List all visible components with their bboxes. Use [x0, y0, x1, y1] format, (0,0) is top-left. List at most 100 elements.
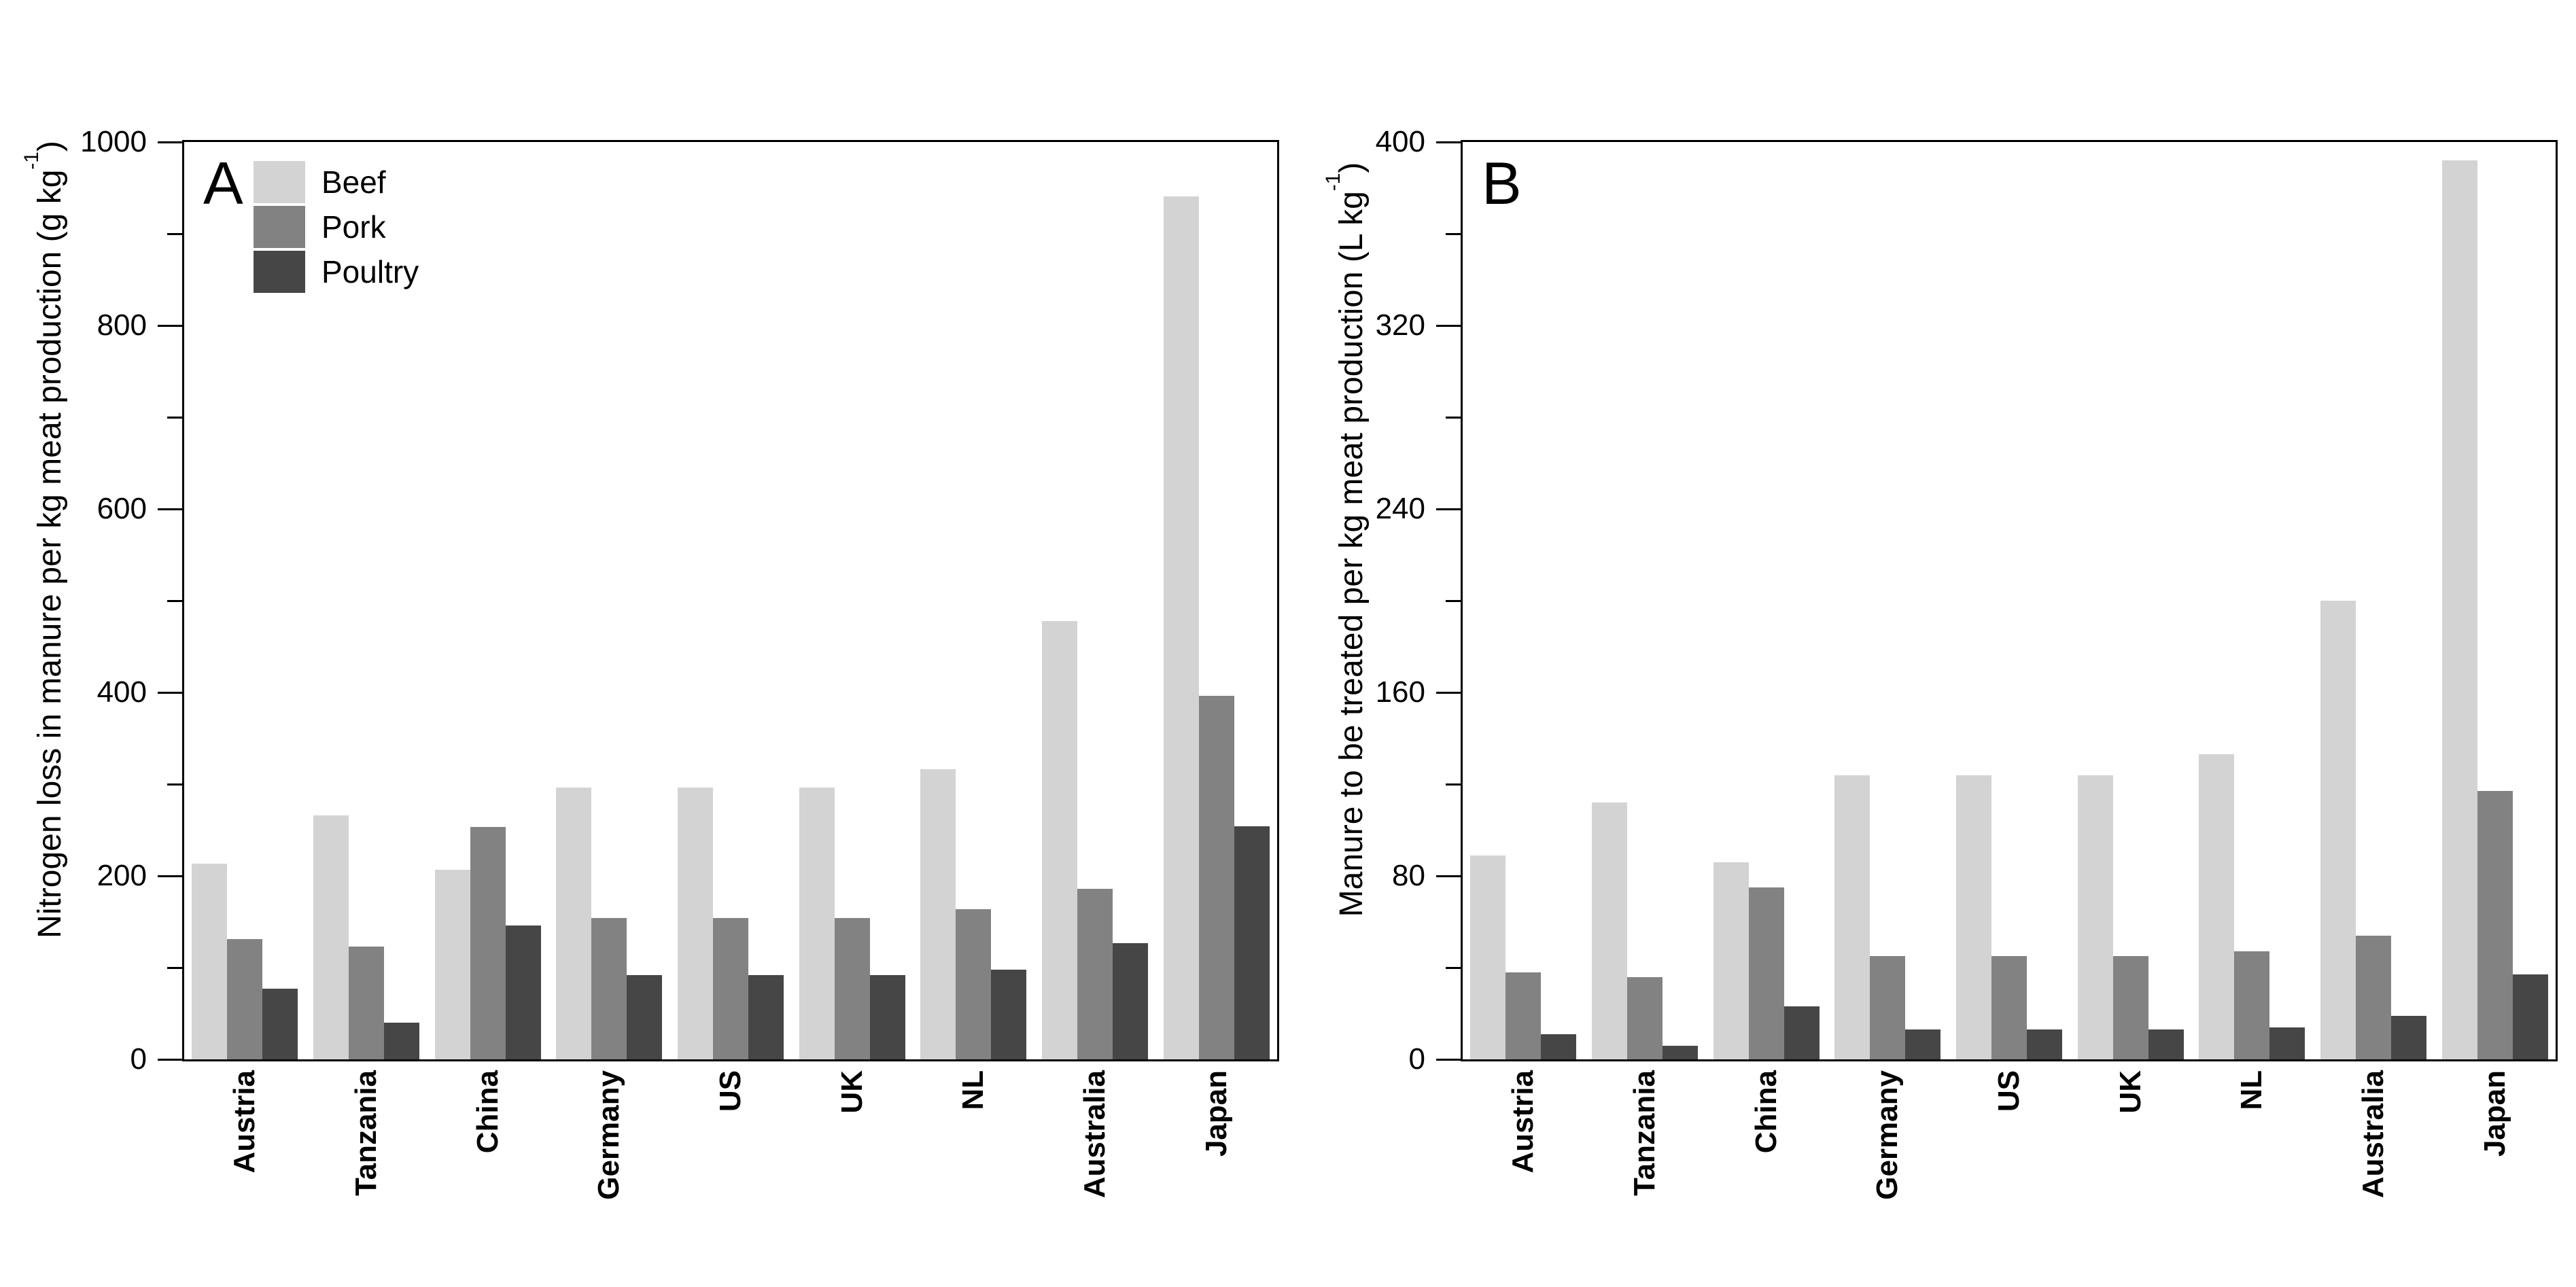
bar-japan-pork [1198, 696, 1234, 1059]
bar-group-austria [184, 142, 306, 1059]
y-tick-label: 80 [1392, 859, 1425, 892]
bar-group-nl [913, 142, 1034, 1059]
bar-uk-poultry [2148, 1029, 2184, 1059]
x-label-cell: Australia [1034, 1070, 1156, 1200]
bar-japan-beef [2441, 160, 2477, 1059]
panel-a-plot: Nitrogen loss in manure per kg meat prod… [20, 125, 1279, 1200]
x-tick-label-tanzania: Tanzania [1628, 1070, 1661, 1197]
panel-b-x-tick-labels: Austria Tanzania China Germany US UK NL Austral… [1463, 1070, 2556, 1200]
bar-group-us [1949, 142, 2070, 1059]
y-tick-label: 0 [1408, 1042, 1425, 1076]
bar-group-us [670, 142, 792, 1059]
bar-china-beef [1713, 862, 1749, 1059]
bar-group-china [1705, 142, 1827, 1059]
bar-germany-pork [1870, 956, 1906, 1059]
y-tick-label: 400 [97, 675, 147, 709]
y-minor-tick [167, 599, 182, 602]
bar-group-tanzania [1584, 142, 1706, 1059]
x-label-cell: UK [791, 1070, 913, 1200]
bar-australia-beef [1042, 620, 1078, 1059]
x-tick-label-austria: Austria [228, 1070, 262, 1174]
bar-china-pork [1748, 887, 1784, 1059]
x-tick-label-china: China [470, 1070, 504, 1154]
panel-b-plot: Manure to be treated per kg meat product… [1322, 125, 2558, 1200]
bar-tanzania-poultry [384, 1023, 419, 1059]
x-label-cell: Tanzania [306, 1070, 428, 1200]
y-minor-tick [1446, 416, 1461, 419]
y-tick-label: 400 [1375, 125, 1425, 158]
bar-group-australia [2313, 142, 2435, 1059]
x-label-cell: US [1949, 1070, 2070, 1200]
y-tick-label: 200 [97, 859, 147, 892]
y-tick-label: 600 [97, 492, 147, 525]
bar-austria-pork [1505, 972, 1542, 1059]
y-minor-tick [1446, 783, 1461, 786]
bar-china-beef [434, 869, 470, 1059]
bar-group-tanzania [306, 142, 428, 1059]
bar-australia-poultry [2391, 1015, 2427, 1059]
y-minor-tick [1446, 232, 1461, 235]
bar-group-germany [1827, 142, 1949, 1059]
legend-row-poultry: Poultry [254, 251, 419, 293]
x-tick-label-australia: Australia [1078, 1070, 1112, 1199]
x-tick-label-us: US [714, 1070, 748, 1112]
bar-germany-beef [1834, 775, 1870, 1059]
x-tick-label-austria: Austria [1506, 1070, 1540, 1174]
y-major-tick [158, 1058, 182, 1061]
x-tick-label-uk: UK [835, 1070, 869, 1114]
legend-label-poultry: Poultry [321, 254, 419, 289]
x-tick-label-nl: NL [2235, 1070, 2269, 1110]
x-label-cell: Austria [184, 1070, 306, 1200]
bar-nl-pork [2234, 951, 2270, 1059]
x-label-cell: US [670, 1070, 792, 1200]
y-tick-label: 320 [1375, 308, 1425, 342]
bar-austria-pork [227, 939, 263, 1059]
bar-us-poultry [748, 974, 784, 1059]
x-label-cell: China [427, 1070, 549, 1200]
legend-swatch-poultry [254, 251, 305, 293]
y-minor-tick [167, 966, 182, 969]
bar-china-poultry [505, 925, 541, 1059]
y-major-tick [1436, 324, 1461, 327]
bar-austria-beef [1470, 855, 1506, 1059]
x-label-cell: UK [2070, 1070, 2191, 1200]
bar-germany-beef [556, 788, 592, 1059]
y-tick-label: 240 [1375, 492, 1425, 525]
panel-a-bars-area [184, 142, 1277, 1059]
bar-germany-poultry [627, 974, 663, 1059]
x-tick-label-germany: Germany [1870, 1070, 1904, 1200]
bar-austria-poultry [1541, 1034, 1577, 1059]
x-tick-label-germany: Germany [592, 1070, 626, 1200]
x-label-cell: Germany [1827, 1070, 1949, 1200]
x-tick-label-japan: Japan [2477, 1070, 2511, 1157]
legend-row-beef: Beef [254, 161, 419, 203]
bar-australia-pork [1077, 888, 1113, 1059]
bar-group-uk [791, 142, 913, 1059]
x-label-cell: NL [913, 1070, 1034, 1200]
bar-group-china [427, 142, 549, 1059]
y-major-tick [158, 508, 182, 510]
x-label-cell: Germany [549, 1070, 670, 1200]
bar-uk-beef [2077, 775, 2113, 1059]
bar-nl-poultry [2269, 1027, 2305, 1059]
y-minor-tick [167, 416, 182, 419]
bar-nl-beef [920, 769, 956, 1059]
bar-austria-poultry [262, 989, 298, 1059]
x-label-cell: NL [2191, 1070, 2313, 1200]
y-major-tick [1436, 875, 1461, 877]
bar-us-pork [713, 918, 749, 1059]
legend-label-beef: Beef [321, 164, 386, 200]
y-minor-tick [167, 232, 182, 235]
bar-nl-poultry [991, 969, 1027, 1059]
y-tick-label: 0 [130, 1042, 147, 1076]
legend-row-pork: Pork [254, 206, 419, 248]
panel-b-bars-area [1463, 142, 2556, 1059]
bar-group-japan [2434, 142, 2556, 1059]
x-label-cell: Japan [1155, 1070, 1277, 1200]
y-minor-tick [1446, 966, 1461, 969]
superscript-unit: -1 [20, 152, 43, 170]
bar-japan-poultry [1234, 826, 1270, 1059]
bar-us-pork [1991, 956, 2027, 1059]
y-major-tick [158, 141, 182, 143]
bar-group-nl [2191, 142, 2313, 1059]
